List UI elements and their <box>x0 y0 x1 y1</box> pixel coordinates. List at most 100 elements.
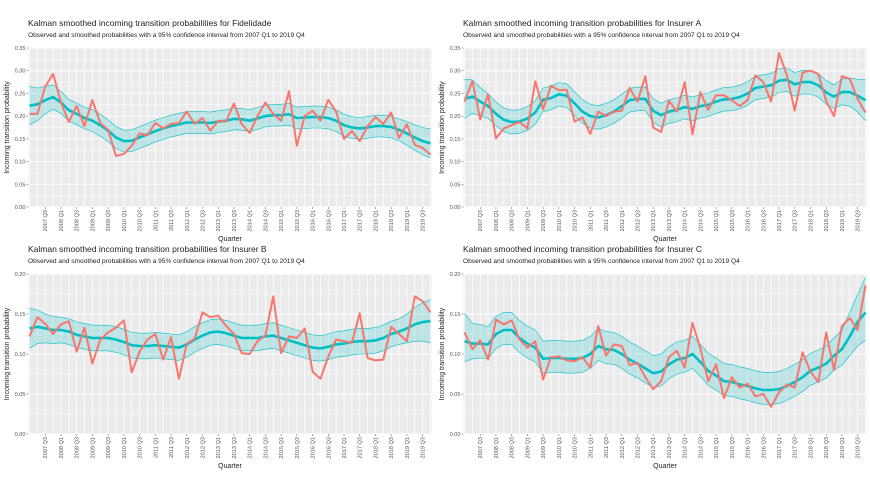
y-tick-label: 0.00 <box>15 205 26 211</box>
observed-series-line <box>463 52 867 140</box>
x-tick-label: 2009 Q3 <box>541 437 547 458</box>
y-tick-label: 0.30 <box>450 69 461 75</box>
x-tick-label: 2012 Q1 <box>620 210 626 231</box>
x-tick-label: 2008 Q1 <box>494 210 500 231</box>
x-tick-label: 2007 Q3 <box>478 210 484 231</box>
x-tick-label: 2018 Q1 <box>373 210 379 231</box>
y-tick-label: 0.20 <box>450 272 461 278</box>
x-tick-label: 2010 Q1 <box>122 210 128 231</box>
x-tick-label: 2011 Q3 <box>604 210 610 231</box>
x-tick-label: 2009 Q3 <box>106 437 112 458</box>
x-tick-label: 2009 Q1 <box>525 210 531 231</box>
x-tick-label: 2018 Q1 <box>373 437 379 458</box>
y-tick-label: 0.00 <box>450 432 461 438</box>
x-tick-label: 2008 Q1 <box>59 210 65 231</box>
x-tick-label: 2017 Q3 <box>793 437 799 458</box>
y-tick-label: 0.35 <box>15 46 26 52</box>
x-tick-label: 2017 Q1 <box>777 210 783 231</box>
x-tick-label: 2014 Q3 <box>263 210 269 231</box>
x-tick-label: 2009 Q3 <box>541 210 547 231</box>
x-tick-label: 2014 Q1 <box>248 210 254 231</box>
chart-title: Kalman smoothed incoming transition prob… <box>28 244 267 254</box>
x-tick-label: 2008 Q1 <box>59 437 65 458</box>
ci-lower-line <box>464 340 866 405</box>
y-tick-label: 0.25 <box>15 91 26 97</box>
y-tick-label: 0.05 <box>450 392 461 398</box>
x-tick-label: 2012 Q3 <box>200 437 206 458</box>
y-tick-label: 0.10 <box>15 160 26 166</box>
chart-panel-1: Kalman smoothed incoming transition prob… <box>4 18 432 243</box>
x-tick-label: 2013 Q3 <box>232 210 238 231</box>
chart-subtitle: Observed and smoothed probabilities with… <box>28 258 305 265</box>
x-tick-label: 2012 Q3 <box>200 210 206 231</box>
observed-series-line <box>28 295 432 380</box>
chart-panel-4: Kalman smoothed incoming transition prob… <box>439 244 867 470</box>
y-tick-label: 0.30 <box>15 69 26 75</box>
x-tick-label: 2014 Q1 <box>683 437 689 458</box>
x-tick-label: 2008 Q3 <box>75 210 81 231</box>
y-tick-label: 0.20 <box>450 114 461 120</box>
x-tick-label: 2008 Q1 <box>494 437 500 458</box>
x-tick-label: 2016 Q3 <box>761 437 767 458</box>
x-tick-label: 2011 Q1 <box>153 437 159 458</box>
x-tick-label: 2009 Q1 <box>90 437 96 458</box>
x-tick-label: 2016 Q1 <box>311 210 317 231</box>
x-axis-label: Quarter <box>218 463 242 470</box>
x-tick-label: 2015 Q1 <box>279 437 285 458</box>
x-tick-label: 2017 Q3 <box>358 210 364 231</box>
y-tick-label: 0.20 <box>15 272 26 278</box>
x-tick-label: 2013 Q1 <box>651 437 657 458</box>
y-tick-label: 0.35 <box>450 46 461 52</box>
x-tick-label: 2007 Q3 <box>478 437 484 458</box>
x-tick-label: 2016 Q3 <box>326 437 332 458</box>
x-tick-label: 2010 Q3 <box>573 437 579 458</box>
x-tick-label: 2011 Q1 <box>588 437 594 458</box>
x-tick-label: 2019 Q1 <box>405 210 411 231</box>
x-tick-label: 2010 Q3 <box>138 210 144 231</box>
y-tick-label: 0.25 <box>450 91 461 97</box>
x-tick-label: 2011 Q1 <box>153 210 159 231</box>
x-tick-label: 2016 Q1 <box>746 437 752 458</box>
x-tick-label: 2008 Q3 <box>510 437 516 458</box>
x-tick-label: 2010 Q3 <box>573 210 579 231</box>
x-tick-label: 2014 Q3 <box>698 437 704 458</box>
x-tick-label: 2015 Q3 <box>730 210 736 231</box>
x-tick-label: 2009 Q3 <box>106 210 112 231</box>
x-tick-label: 2011 Q3 <box>169 437 175 458</box>
x-tick-label: 2011 Q1 <box>588 210 594 231</box>
x-tick-label: 2014 Q1 <box>683 210 689 231</box>
y-tick-label: 0.15 <box>15 312 26 318</box>
x-tick-label: 2010 Q1 <box>557 210 563 231</box>
x-tick-label: 2019 Q3 <box>421 437 427 458</box>
chart-subtitle: Observed and smoothed probabilities with… <box>28 32 305 39</box>
x-tick-label: 2011 Q3 <box>604 437 610 458</box>
x-tick-label: 2012 Q1 <box>185 210 191 231</box>
x-tick-label: 2012 Q1 <box>185 437 191 458</box>
x-tick-label: 2013 Q3 <box>667 210 673 231</box>
observed-series-line <box>463 285 867 408</box>
x-tick-label: 2019 Q3 <box>421 210 427 231</box>
x-tick-label: 2015 Q3 <box>295 210 301 231</box>
smoothed-series-line <box>29 95 431 145</box>
y-tick-label: 0.00 <box>450 205 461 211</box>
x-tick-label: 2019 Q1 <box>840 437 846 458</box>
ci-upper-line <box>464 277 866 373</box>
x-tick-label: 2012 Q3 <box>635 437 641 458</box>
ci-lower-line <box>29 109 431 159</box>
y-axis-label: Incoming transition probability <box>439 81 446 174</box>
x-tick-label: 2018 Q3 <box>824 437 830 458</box>
chart-subtitle: Observed and smoothed probabilities with… <box>463 32 740 39</box>
y-tick-label: 0.15 <box>15 137 26 143</box>
x-tick-label: 2011 Q3 <box>169 210 175 231</box>
x-tick-label: 2008 Q3 <box>75 437 81 458</box>
chart-title: Kalman smoothed incoming transition prob… <box>28 18 272 28</box>
chart-panel-2: Kalman smoothed incoming transition prob… <box>439 18 867 243</box>
x-tick-label: 2010 Q1 <box>122 437 128 458</box>
x-tick-label: 2016 Q1 <box>746 210 752 231</box>
x-tick-label: 2018 Q3 <box>389 210 395 231</box>
x-tick-label: 2018 Q3 <box>389 437 395 458</box>
chart-panel-3: Kalman smoothed incoming transition prob… <box>4 244 432 470</box>
y-axis-label: Incoming transition probability <box>4 307 11 400</box>
y-tick-label: 0.05 <box>15 182 26 188</box>
